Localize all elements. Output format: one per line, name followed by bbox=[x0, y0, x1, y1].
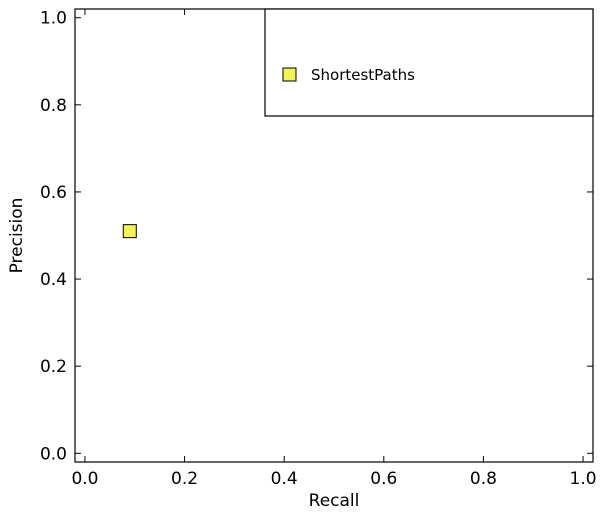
y-axis-label: Precision bbox=[7, 198, 27, 274]
data-points bbox=[122, 224, 137, 239]
legend-label-shortestpaths: ShortestPaths bbox=[311, 66, 415, 84]
y-tick-label-1-0: 1.0 bbox=[40, 9, 67, 29]
x-tick-label-0-8: 0.8 bbox=[470, 469, 497, 489]
legend-marker-shortestpaths bbox=[282, 67, 297, 82]
y-tick-label-0-0: 0.0 bbox=[40, 444, 67, 464]
x-tick-label-0-2: 0.2 bbox=[171, 469, 198, 489]
x-tick-label-0-4: 0.4 bbox=[271, 469, 298, 489]
x-tick-label-0-0: 0.0 bbox=[71, 469, 98, 489]
y-tick-label-0-8: 0.8 bbox=[40, 96, 67, 116]
y-axis-tick-labels: 0.0 0.2 0.4 0.6 0.8 1.0 bbox=[40, 9, 67, 465]
y-tick-label-0-4: 0.4 bbox=[40, 270, 67, 290]
legend: ShortestPaths bbox=[264, 8, 594, 117]
y-tick-label-0-6: 0.6 bbox=[40, 183, 67, 203]
x-axis-tick-labels: 0.0 0.2 0.4 0.6 0.8 1.0 bbox=[71, 469, 596, 489]
legend-box bbox=[264, 8, 594, 117]
x-axis-label: Recall bbox=[309, 491, 360, 511]
x-tick-label-1-0: 1.0 bbox=[570, 469, 597, 489]
x-tick-label-0-6: 0.6 bbox=[370, 469, 397, 489]
data-point-shortestpaths-0 bbox=[122, 224, 137, 239]
y-tick-label-0-2: 0.2 bbox=[40, 357, 67, 377]
